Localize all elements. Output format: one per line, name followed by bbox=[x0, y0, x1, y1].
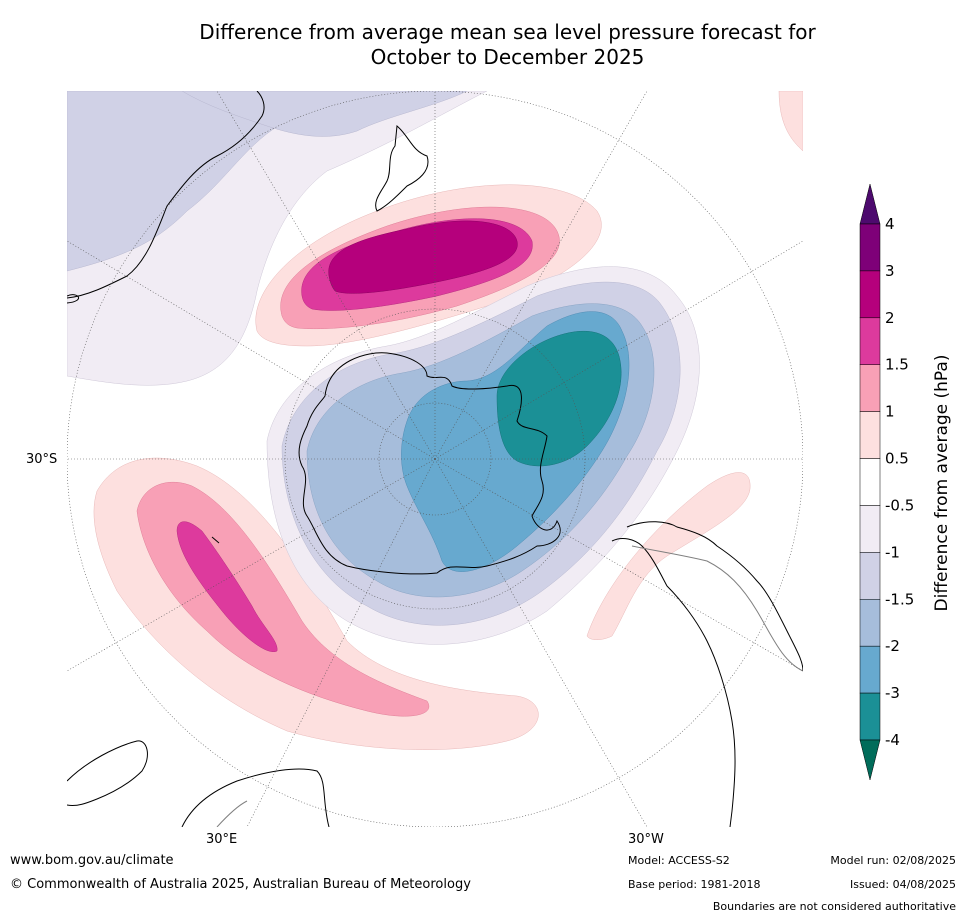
colorbar-extend-bottom bbox=[859, 739, 881, 781]
title-line-1: Difference from average mean sea level p… bbox=[199, 20, 816, 44]
lat-label-30s: 30°S bbox=[26, 452, 58, 467]
colorbar-tick-label: -4 bbox=[885, 731, 900, 749]
colorbar-tick-label: 0.5 bbox=[885, 450, 909, 468]
anomaly-region-australia-north bbox=[181, 91, 468, 137]
title-line-2: October to December 2025 bbox=[370, 45, 645, 69]
colorbar-tick-label: 2 bbox=[885, 309, 895, 327]
colorbar-bin bbox=[859, 411, 881, 459]
colorbar-tick-label: -1.5 bbox=[885, 590, 914, 608]
colorbar-tick-label: -0.5 bbox=[885, 496, 914, 514]
colorbar-bin bbox=[859, 270, 881, 319]
anomaly-region-top-right bbox=[778, 91, 803, 152]
footer-base-period: Base period: 1981-2018 bbox=[628, 878, 761, 891]
colorbar-tick-label: -2 bbox=[885, 637, 900, 655]
footer-model: Model: ACCESS-S2 bbox=[628, 854, 730, 867]
colorbar-bin bbox=[859, 505, 881, 553]
colorbar-tick-label: 1.5 bbox=[885, 356, 909, 374]
colorbar-bin bbox=[859, 364, 881, 412]
map-title: Difference from average mean sea level p… bbox=[0, 20, 965, 70]
anomaly-map bbox=[67, 91, 803, 827]
footer-copyright: © Commonwealth of Australia 2025, Austra… bbox=[10, 877, 471, 892]
footer-url[interactable]: www.bom.gov.au/climate bbox=[10, 853, 174, 868]
colorbar-bin bbox=[859, 645, 881, 694]
colorbar-bin bbox=[859, 458, 881, 506]
colorbar-tick-label: 3 bbox=[885, 262, 895, 280]
footer-disclaimer: Boundaries are not considered authoritat… bbox=[712, 900, 956, 913]
graticule bbox=[67, 91, 803, 827]
colorbar-bin bbox=[859, 223, 881, 272]
anomaly-region-ross-sea-3 bbox=[496, 330, 622, 467]
colorbar: 4 3 2 1.5 1 0.5 -0.5 -1 -1.5 -2 -3 -4 bbox=[859, 183, 914, 781]
colorbar-tick-label: -3 bbox=[885, 684, 900, 702]
anomaly-region-atlantic-0.5 bbox=[586, 472, 751, 640]
colorbar-bin bbox=[859, 317, 881, 365]
colorbar-tick-label: 1 bbox=[885, 403, 895, 421]
colorbar-tick-label: 4 bbox=[885, 215, 895, 233]
colorbar-bin bbox=[859, 552, 881, 600]
colorbar-bin bbox=[859, 599, 881, 647]
lon-label-30w: 30°W bbox=[628, 832, 664, 847]
colorbar-tick-label: -1 bbox=[885, 543, 900, 561]
colorbar-bin bbox=[859, 692, 881, 741]
anomaly-region-indian-1.5 bbox=[176, 521, 278, 653]
anomaly-region-indian-1 bbox=[136, 481, 430, 717]
country-borders bbox=[216, 545, 803, 827]
colorbar-extend-top bbox=[859, 183, 881, 225]
colorbar-title: Difference from average (hPa) bbox=[932, 354, 952, 612]
coastlines bbox=[67, 91, 803, 827]
anomaly-region-nz-2 bbox=[328, 220, 518, 294]
footer-model-run: Model run: 02/08/2025 bbox=[830, 854, 956, 867]
lon-label-30e: 30°E bbox=[206, 832, 238, 847]
footer-issued: Issued: 04/08/2025 bbox=[849, 878, 956, 891]
